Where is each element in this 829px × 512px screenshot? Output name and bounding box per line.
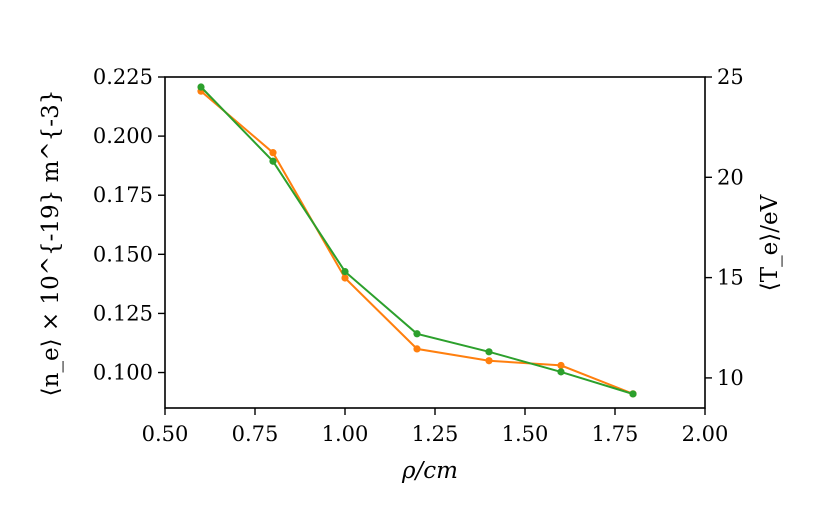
- x-tick-label: 1.00: [322, 422, 369, 446]
- series-1-point: [341, 274, 349, 282]
- plot-frame: [164, 76, 706, 409]
- x-tick-label: 0.50: [142, 422, 189, 446]
- y-left-tick-label: 0.225: [93, 65, 153, 89]
- x-axis-label: ρ/cm: [401, 458, 458, 484]
- x-tick-label: 1.25: [412, 422, 459, 446]
- y-left-tick-label: 0.200: [93, 124, 153, 148]
- y-axis-right-label: ⟨T_e⟩/eV: [757, 194, 783, 291]
- series-2-point: [629, 390, 637, 398]
- x-tick-label: 2.00: [682, 422, 729, 446]
- series-2-point: [197, 83, 205, 91]
- series-1-point: [413, 345, 421, 353]
- plot-area: [164, 76, 706, 409]
- x-tick-label: 0.75: [232, 422, 279, 446]
- y-left-tick-label: 0.100: [93, 361, 153, 385]
- series-layer: [197, 83, 637, 398]
- series-1-point: [557, 361, 565, 370]
- x-tick-label: 1.75: [592, 422, 639, 446]
- y-right-tick-label: 25: [717, 65, 744, 89]
- series-2-point: [341, 267, 349, 276]
- series-2-point: [557, 368, 565, 376]
- series-1-point: [485, 357, 493, 365]
- y-left-tick-label: 0.150: [93, 242, 153, 266]
- series-2-point: [269, 157, 277, 165]
- y-axis-left: 0.100 0.125 0.150 0.175 0.200 0.225: [93, 65, 165, 385]
- y-right-tick-label: 10: [717, 366, 744, 390]
- y-left-tick-label: 0.125: [93, 301, 153, 325]
- series-1-point: [269, 149, 277, 157]
- y-right-tick-label: 15: [717, 266, 744, 290]
- series-2-point: [485, 348, 493, 356]
- x-tick-label: 1.50: [502, 422, 549, 446]
- series-2-point: [413, 330, 421, 338]
- y-axis-right: 10 15 20 25: [705, 65, 744, 390]
- y-axis-left-label: ⟨n_e⟩ × 10^{-19} m^{-3}: [38, 90, 64, 397]
- y-left-tick-label: 0.175: [93, 183, 153, 207]
- x-axis: 0.50 0.75 1.00 1.25 1.50 1.75 2.00: [142, 408, 729, 446]
- y-right-tick-label: 20: [717, 165, 744, 189]
